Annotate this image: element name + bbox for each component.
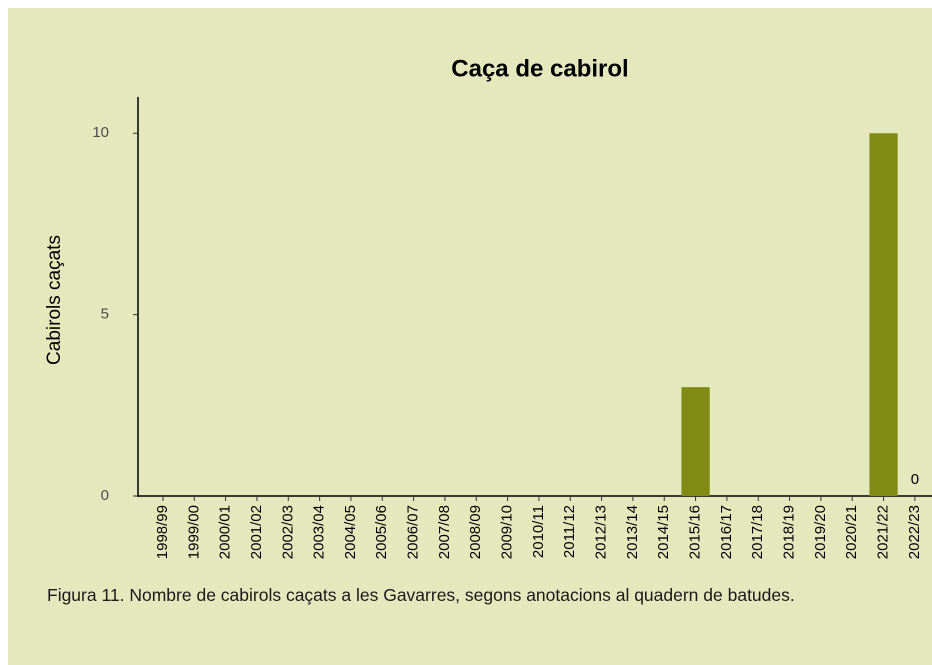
bar — [681, 387, 710, 496]
x-tick-label: 2004/05 — [342, 505, 359, 559]
background — [8, 8, 932, 665]
x-tick-label: 2007/08 — [436, 505, 453, 559]
x-tick-label: 2019/20 — [812, 505, 829, 559]
x-tick-label: 2010/11 — [530, 505, 547, 558]
x-tick-label: 2001/02 — [248, 505, 265, 559]
x-tick-label: 1998/99 — [154, 505, 171, 559]
x-tick-label: 2002/03 — [279, 505, 296, 559]
x-tick-label: 2021/22 — [875, 505, 892, 559]
x-tick-label: 2005/06 — [373, 505, 390, 559]
x-tick-label: 2009/10 — [499, 505, 516, 559]
x-tick-label: 2011/12 — [561, 505, 578, 558]
x-tick-label: 2017/18 — [749, 505, 766, 559]
x-tick-label: 2008/09 — [467, 505, 484, 559]
x-tick-label: 2013/14 — [624, 505, 641, 559]
x-tick-label: 2016/17 — [718, 505, 735, 559]
caption: Figura 11. Nombre de cabirols caçats a l… — [47, 585, 795, 605]
bar — [869, 133, 898, 497]
x-tick-label: 2022/23 — [906, 505, 923, 559]
y-tick-label: 5 — [101, 306, 109, 323]
x-tick-label: 2020/21 — [843, 505, 860, 559]
x-tick-label: 1999/00 — [185, 505, 202, 559]
y-tick-label: 0 — [101, 487, 109, 504]
y-axis-label: Cabirols caçats — [44, 235, 65, 365]
chart-title: Caça de cabirol — [451, 55, 628, 82]
x-tick-label: 2006/07 — [405, 505, 422, 559]
y-tick-label: 10 — [92, 124, 109, 141]
x-tick-label: 2012/13 — [593, 505, 610, 559]
x-tick-label: 2015/16 — [687, 505, 704, 559]
x-tick-label: 2018/19 — [781, 505, 798, 559]
x-tick-label: 2003/04 — [311, 505, 328, 559]
value-label: 0 — [911, 471, 919, 488]
x-tick-label: 2000/01 — [217, 505, 234, 559]
x-tick-label: 2014/15 — [655, 505, 672, 559]
